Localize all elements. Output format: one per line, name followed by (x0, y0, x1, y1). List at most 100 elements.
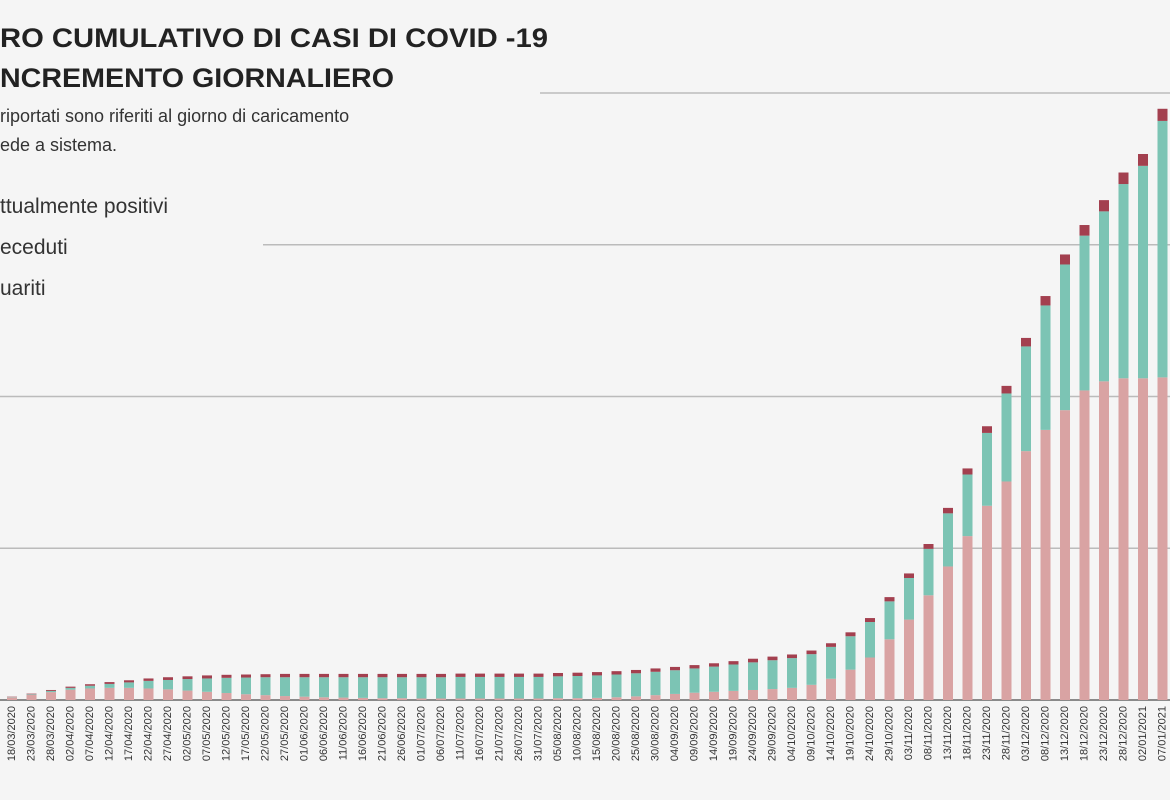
bar-segment (241, 694, 251, 700)
x-tick-label: 23/12/2020 (1098, 706, 1110, 761)
x-tick-label: 08/11/2020 (922, 706, 934, 760)
bar-segment (455, 676, 466, 699)
x-tick-label: 25/08/2020 (630, 706, 642, 761)
bar-segment (709, 663, 719, 667)
bar-segment (631, 669, 641, 674)
x-tick-label: 06/07/2020 (435, 706, 447, 761)
bar-segment (260, 677, 271, 696)
bar-segment (611, 671, 622, 675)
bar-segment (709, 691, 719, 700)
bar-segment (943, 513, 953, 567)
bar-segment (943, 507, 953, 514)
bar-segment (1021, 337, 1031, 347)
x-tick-label: 14/10/2020 (825, 706, 837, 761)
bar-segment (280, 677, 290, 697)
bar-segment (260, 695, 271, 700)
bar-segment (280, 696, 290, 700)
bar-segment (46, 690, 56, 693)
bar-segment (514, 673, 524, 677)
bar-segment (124, 682, 134, 688)
bar-segment (884, 639, 895, 700)
bar-segment (65, 686, 76, 688)
bar-segment (455, 698, 466, 700)
bar-segment (416, 677, 427, 699)
bar-segment (26, 694, 37, 700)
legend-label: eceduti (0, 236, 68, 259)
bar-segment (299, 696, 310, 700)
bar-segment (982, 426, 992, 433)
bar-segment (1138, 154, 1148, 166)
x-tick-label: 05/08/2020 (552, 706, 564, 761)
bar-segment (787, 687, 797, 700)
bar-segment (514, 698, 524, 700)
x-tick-label: 04/09/2020 (669, 706, 681, 761)
x-tick-label: 24/09/2020 (747, 706, 759, 761)
bar-segment (670, 670, 680, 694)
bar-segment (787, 654, 797, 659)
bar-segment (163, 679, 173, 690)
bar-segment (709, 666, 719, 692)
x-tick-label: 13/12/2020 (1059, 706, 1071, 761)
bar-segment (397, 698, 407, 700)
bar-segment (338, 673, 349, 678)
x-tick-label: 27/04/2020 (162, 706, 174, 761)
bar-segment (592, 697, 602, 700)
x-tick-label: 16/06/2020 (357, 706, 369, 761)
bar-segment (650, 668, 661, 672)
x-tick-label: 11/06/2020 (337, 706, 349, 760)
bar-segment (358, 673, 368, 678)
x-tick-label: 18/03/2020 (6, 706, 18, 761)
bar-segment (553, 672, 563, 677)
bar-segment (572, 672, 583, 677)
bar-segment (143, 688, 154, 700)
bar-segment (475, 698, 485, 700)
bar-segment (923, 595, 934, 700)
bar-segment (1040, 296, 1051, 306)
bar-segment (1060, 264, 1070, 411)
bar-segment (221, 674, 232, 678)
bar-segment (982, 505, 992, 700)
bar-segment (962, 536, 973, 700)
x-tick-label: 02/01/2021 (1137, 706, 1149, 761)
x-tick-label: 16/07/2020 (474, 706, 486, 761)
x-tick-label: 18/11/2020 (961, 706, 973, 760)
bar-segment (650, 671, 661, 696)
x-tick-label: 28/11/2020 (1000, 706, 1012, 760)
bar-segment (143, 678, 154, 681)
bar-segment (260, 674, 271, 678)
bar-segment (553, 698, 563, 700)
bar-segment (358, 677, 368, 698)
x-tick-label: 31/07/2020 (532, 706, 544, 761)
x-tick-label: 17/05/2020 (240, 706, 252, 761)
x-tick-label: 26/07/2020 (513, 706, 525, 761)
x-tick-label: 09/09/2020 (688, 706, 700, 761)
bar-segment (377, 673, 388, 678)
x-tick-label: 29/09/2020 (766, 706, 778, 761)
bar-segment (806, 684, 817, 700)
bar-segment (553, 676, 563, 699)
subtitle: ede a sistema. (0, 135, 117, 155)
bar-segment (319, 697, 329, 700)
bar-segment (845, 669, 856, 700)
bar-segment (416, 673, 427, 678)
bar-segment (904, 573, 914, 578)
x-tick-label: 07/05/2020 (201, 706, 213, 761)
x-tick-label: 28/03/2020 (45, 706, 57, 761)
x-tick-label: 23/03/2020 (25, 706, 37, 761)
bar-segment (1021, 451, 1031, 700)
bar-segment (689, 668, 700, 693)
x-tick-label: 07/04/2020 (84, 706, 96, 761)
x-tick-label: 11/07/2020 (454, 706, 466, 760)
bar-segment (182, 679, 193, 691)
bar-segment (767, 689, 778, 700)
bar-segment (728, 664, 739, 691)
bar-segment (124, 680, 134, 683)
bar-segment (299, 677, 310, 697)
x-tick-label: 29/10/2020 (883, 706, 895, 761)
bar-segment (865, 657, 875, 700)
bar-segment (1001, 481, 1012, 700)
bar-segment (1079, 390, 1090, 700)
bar-segment (650, 695, 661, 700)
bar-segment (475, 676, 485, 699)
